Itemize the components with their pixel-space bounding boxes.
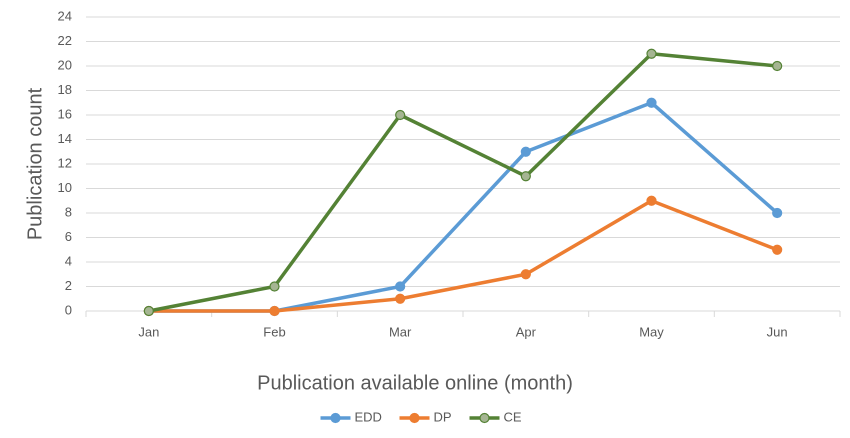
x-tick-label: Feb xyxy=(263,324,285,339)
y-tick-label: 24 xyxy=(58,8,72,23)
x-tick-label: Jun xyxy=(767,324,788,339)
y-tick-label: 10 xyxy=(58,180,72,195)
x-tick-label: Apr xyxy=(516,324,537,339)
data-point xyxy=(772,60,783,72)
data-point xyxy=(646,97,657,108)
legend-marker xyxy=(479,412,490,424)
data-point xyxy=(646,195,657,206)
y-tick-label: 14 xyxy=(58,131,72,146)
data-point xyxy=(772,244,783,255)
x-tick-label: Mar xyxy=(389,324,412,339)
y-tick-label: 20 xyxy=(58,57,72,72)
data-point xyxy=(269,305,280,317)
y-tick-label: 22 xyxy=(58,33,72,48)
x-tick-label: Jan xyxy=(138,324,159,339)
legend-marker xyxy=(330,412,341,424)
data-point xyxy=(772,207,783,219)
data-point xyxy=(395,293,406,304)
legend-label: CE xyxy=(504,409,522,424)
y-tick-label: 8 xyxy=(65,204,72,219)
series-line xyxy=(148,199,778,313)
y-tick-label: 0 xyxy=(65,302,72,317)
y-tick-label: 2 xyxy=(65,278,72,293)
data-point xyxy=(520,269,531,280)
y-tick-label: 12 xyxy=(58,155,72,170)
legend-marker xyxy=(409,412,420,424)
data-point xyxy=(143,305,154,317)
data-point xyxy=(395,109,406,121)
data-point xyxy=(646,48,657,59)
x-tick-label: May xyxy=(639,324,664,339)
y-tick-label: 18 xyxy=(58,82,72,97)
data-point xyxy=(395,281,406,292)
data-point xyxy=(269,281,280,292)
x-axis-title: Publication available online (month) xyxy=(257,372,573,394)
y-axis-title: Publication count xyxy=(24,87,46,240)
series-line xyxy=(148,52,778,313)
legend-label: DP xyxy=(434,409,452,424)
data-point xyxy=(520,146,531,157)
data-point xyxy=(520,171,531,182)
y-tick-label: 16 xyxy=(58,106,72,121)
series-line xyxy=(148,101,779,313)
y-tick-label: 6 xyxy=(65,229,72,244)
y-tick-label: 4 xyxy=(65,253,72,268)
legend-label: EDD xyxy=(355,409,382,424)
